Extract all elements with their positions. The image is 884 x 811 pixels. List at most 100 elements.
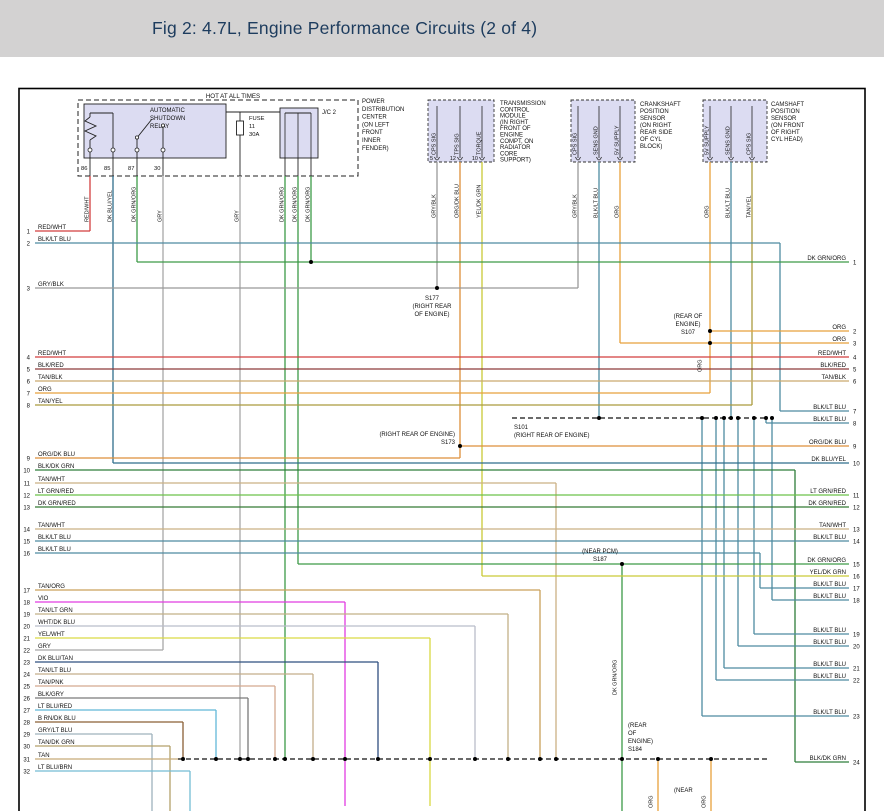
jc-label: J/C 2 (322, 110, 337, 116)
right-pin-number: 9 (853, 444, 857, 450)
left-wire-label: WHT/DK BLU (38, 620, 75, 626)
transmission-control-module-description: SUPPORT) (500, 158, 531, 164)
title-bar: Fig 2: 4.7L, Engine Performance Circuits… (0, 0, 884, 57)
left-wire-label: VIO (38, 596, 49, 602)
left-wire-label: TAN/BLK (38, 375, 63, 381)
left-wire-label: RED/WHT (38, 351, 66, 357)
right-pin-number: 4 (853, 355, 857, 361)
splice-label: S187 (593, 557, 608, 563)
rotated-wire-label: DK GRN/ORG (280, 187, 286, 222)
left-pin-number: 8 (27, 403, 31, 409)
right-pin-number: 15 (853, 562, 860, 568)
right-wire-label: BLK/LT BLU (813, 417, 846, 423)
right-wire-label: BLK/LT BLU (813, 535, 846, 541)
camshaft-position-sensor-terminal-cup (707, 156, 713, 161)
camshaft-position-sensor-box (702, 99, 768, 163)
right-pin-number: 10 (853, 461, 860, 467)
right-pin-number: 13 (853, 527, 860, 533)
right-wire-label: RED/WHT (818, 351, 846, 357)
left-pin-number: 25 (23, 684, 30, 690)
left-wire-label: BLK/LT BLU (38, 237, 71, 243)
left-wire-label: DK BLU/TAN (38, 656, 73, 662)
left-pin-number: 23 (23, 660, 30, 666)
left-wire-label: TAN/WHT (38, 477, 65, 483)
pdc-description: (ON LEFT (362, 122, 390, 128)
splice-dot (729, 416, 733, 420)
splice-dot (283, 757, 287, 761)
rotated-wire-label: DK GRN/ORG (293, 187, 299, 222)
relay-pin-number: 30 (154, 166, 160, 172)
rotated-wire-label: ORG (649, 795, 655, 808)
figure-title: Fig 2: 4.7L, Engine Performance Circuits… (152, 18, 538, 38)
splice-label: (RIGHT REAR (413, 304, 453, 310)
left-wire-label: LT GRN/RED (38, 489, 74, 495)
right-wire-label: YEL/DK GRN (810, 570, 846, 576)
right-pin-number: 2 (853, 329, 857, 335)
splice-dot (309, 260, 313, 264)
splice-dot (597, 416, 601, 420)
transmission-control-module-box (427, 99, 495, 163)
splice-label: (NEAR PCM) (582, 549, 618, 555)
splice-label: S177 (425, 296, 440, 302)
splice-dot (722, 416, 726, 420)
right-pin-number: 21 (853, 666, 860, 672)
rotated-wire-label: DK GRN/ORG (306, 187, 312, 222)
crankshaft-position-sensor-pin-label: CPS SIG (573, 133, 579, 155)
left-pin-number: 31 (23, 757, 30, 763)
transmission-control-module-description: ENGINE (500, 133, 523, 139)
transmission-control-module-pin-number: 10 (472, 156, 478, 162)
transmission-control-module-description: CONTROL (500, 107, 530, 113)
splice-dot (714, 416, 718, 420)
splice-dot (311, 757, 315, 761)
splice-dot (435, 286, 439, 290)
rotated-wire-label: DK BLU/YEL (108, 190, 114, 222)
rotated-wire-label: GRY (235, 210, 241, 222)
relay-terminal (134, 147, 140, 153)
splice-label: OF ENGINE) (414, 312, 449, 318)
splice-dot (708, 329, 712, 333)
crankshaft-position-sensor-description: CRANKSHAFT (640, 102, 681, 108)
left-wire-label: BLK/GRY (38, 692, 64, 698)
camshaft-position-sensor-description: POSITION (771, 109, 800, 115)
crankshaft-position-sensor-terminal-cup (617, 156, 623, 161)
crankshaft-position-sensor-box (570, 99, 636, 163)
splice-label: ENGINE) (675, 322, 700, 328)
splice-dot (764, 416, 768, 420)
rotated-wire-label: RED/WHT (85, 196, 91, 222)
right-wire-label: BLK/LT BLU (813, 405, 846, 411)
relay-pin-number: 85 (104, 166, 110, 172)
splice-dot (538, 757, 542, 761)
crankshaft-position-sensor-pin-label: 5V SUPPLY (615, 125, 621, 155)
left-pin-number: 18 (23, 600, 30, 606)
left-wire-label: ORG/DK BLU (38, 452, 75, 458)
left-pin-number: 6 (27, 379, 31, 385)
left-wire-label: LT BLU/BRN (38, 765, 72, 771)
transmission-control-module-description: (IN RIGHT (500, 120, 529, 126)
right-pin-number: 5 (853, 367, 857, 373)
left-wire-label: TAN/LT GRN (38, 608, 73, 614)
splice-label: (RIGHT REAR OF ENGINE) (379, 432, 455, 438)
left-pin-number: 12 (23, 493, 30, 499)
left-pin-number: 2 (27, 241, 31, 247)
left-pin-number: 4 (27, 355, 31, 361)
rotated-wire-label: DK GRN/ORG (613, 660, 619, 695)
pdc-description: INNER (362, 138, 381, 144)
crankshaft-position-sensor-description: SENSOR (640, 116, 666, 122)
transmission-control-module-pin-label: TPS SIG (455, 133, 461, 155)
splice-label: S184 (628, 747, 643, 753)
left-pin-number: 20 (23, 624, 30, 630)
splice-dot (246, 757, 250, 761)
left-pin-number: 24 (23, 672, 30, 678)
left-pin-number: 14 (23, 527, 30, 533)
left-pin-number: 22 (23, 648, 30, 654)
right-pin-number: 17 (853, 586, 860, 592)
rotated-wire-label: DK GRN/ORG (132, 187, 138, 222)
left-wire-label: RED/WHT (38, 225, 66, 231)
transmission-control-module-description: MODULE (500, 114, 526, 120)
pdc-description: FRONT (362, 130, 383, 136)
fuse-label: 30A (249, 132, 259, 138)
camshaft-position-sensor-pin-label: SENS GND (726, 126, 732, 155)
transmission-control-module-pin-number: 5 (430, 156, 433, 162)
right-wire-label: BLK/DK GRN (810, 756, 846, 762)
